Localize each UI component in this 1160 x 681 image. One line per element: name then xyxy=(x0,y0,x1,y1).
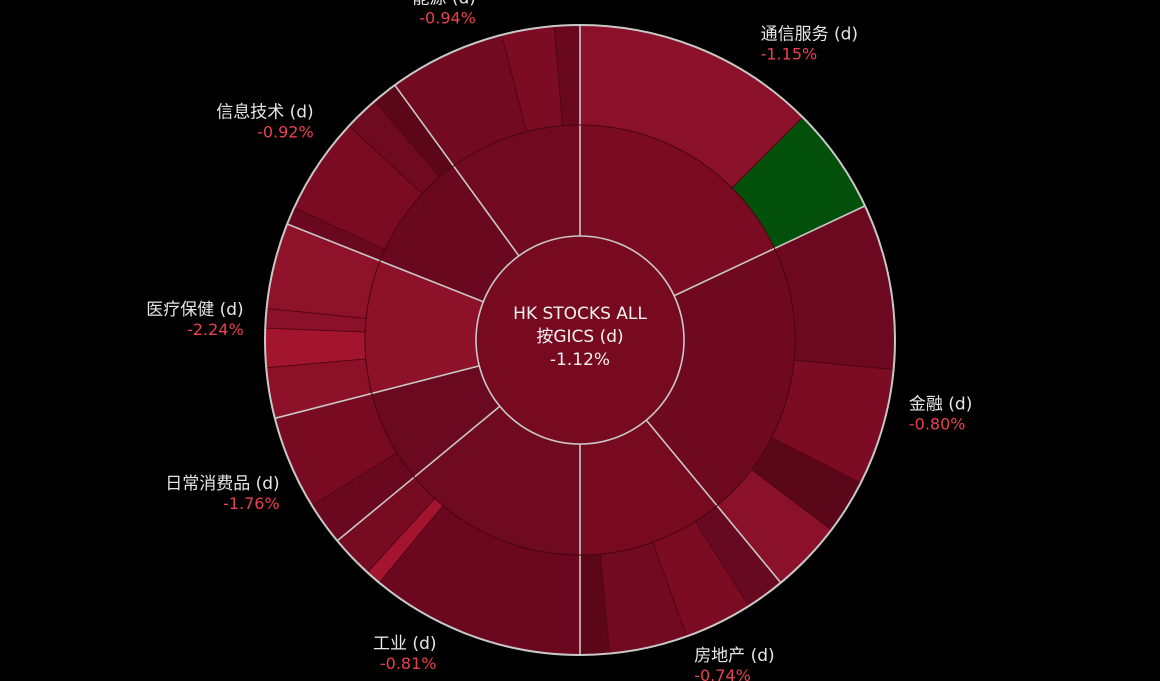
sector-label: 医疗保健 (d) xyxy=(146,300,243,320)
sector-label: 日常消费品 (d) xyxy=(165,474,279,494)
sector-change-value: -1.76% xyxy=(223,494,280,513)
sector-divider xyxy=(394,84,520,257)
sector-divider xyxy=(673,205,866,297)
outer-rim xyxy=(264,24,896,656)
sector-label: 金融 (d) xyxy=(909,395,972,415)
sector-change-value: -0.94% xyxy=(419,9,476,28)
sector-change-value: -2.24% xyxy=(187,320,244,339)
sector-label: 信息技术 (d) xyxy=(216,103,313,123)
outer-ring xyxy=(264,24,896,656)
sector-label: 工业 (d) xyxy=(373,634,436,654)
sector-divider xyxy=(274,365,480,420)
sector-label: 房地产 (d) xyxy=(694,646,774,666)
center-change: -1.12% xyxy=(550,350,610,370)
sector-change-value: -0.74% xyxy=(694,666,751,681)
center-title: HK STOCKS ALL xyxy=(513,304,647,324)
sector-divider xyxy=(645,419,782,584)
sector-change-value: -0.81% xyxy=(380,654,437,673)
sector-change-value: -0.92% xyxy=(257,123,314,142)
center-subtitle: 按GICS (d) xyxy=(536,327,623,347)
sector-change-value: -0.80% xyxy=(909,415,966,434)
center-root-node[interactable]: HK STOCKS ALL 按GICS (d) -1.12% xyxy=(475,235,685,445)
center-circle[interactable] xyxy=(475,235,685,445)
sector-label: 能源 (d) xyxy=(412,0,475,9)
sector-label: 通信服务 (d) xyxy=(761,25,858,45)
sector-divider xyxy=(336,405,501,542)
sector-change-value: -1.15% xyxy=(761,45,818,64)
sector-dividers xyxy=(274,25,866,655)
sector-labels: 通信服务 (d)-1.15% 金融 (d)-0.80% 房地产 (d)-0.74% 工… xyxy=(146,0,972,681)
middle-rim xyxy=(364,124,796,556)
sector-divider xyxy=(286,223,484,303)
